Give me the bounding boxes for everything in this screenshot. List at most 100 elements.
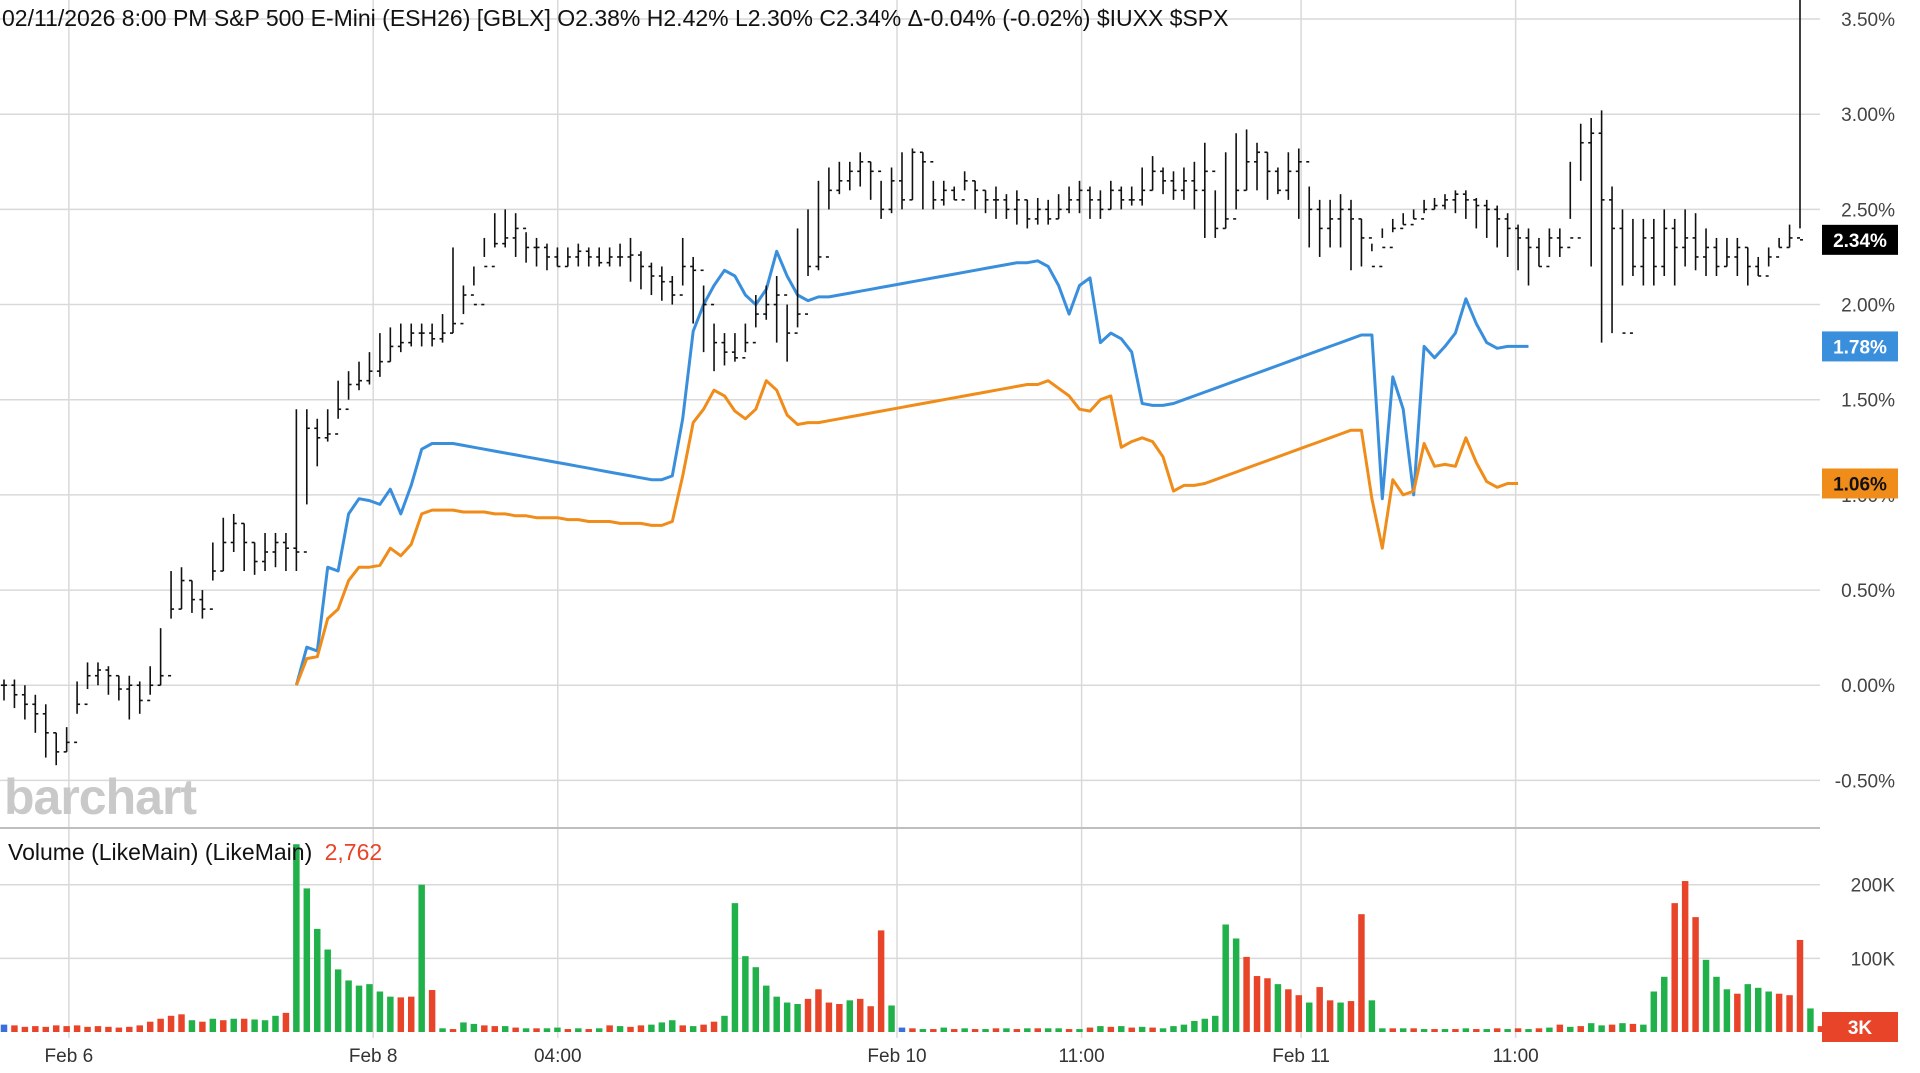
ohlc-bar (846, 161, 853, 191)
ohlc-bar (94, 662, 101, 686)
ohlc-bar (1254, 142, 1261, 191)
y-tick-label: 1.50% (1841, 391, 1895, 412)
ohlc-bar (805, 209, 812, 315)
ohlc-bar (188, 579, 195, 613)
ohlc-bar (1118, 186, 1125, 210)
volume-bar (575, 1028, 582, 1032)
x-tick-label: 11:00 (1493, 1046, 1539, 1067)
ohlc-bar (1295, 148, 1302, 219)
volume-bar (272, 1015, 279, 1032)
ohlc-bar (1348, 199, 1354, 271)
volume-bar (731, 903, 739, 1032)
ohlc-bar (658, 266, 665, 301)
volume-bar (533, 1028, 540, 1032)
volume-bar (1807, 1008, 1814, 1032)
volume-bar (909, 1028, 916, 1032)
volume-bar (293, 844, 300, 1032)
chart-header-quote: 02/11/2026 8:00 PM S&P 500 E-Mini (ESH26… (2, 5, 1229, 31)
volume-bar (94, 1026, 102, 1032)
ohlc-bar (930, 160, 937, 210)
volume-bar (1222, 924, 1229, 1032)
volume-bar (794, 1004, 801, 1032)
volume-bar (1577, 1026, 1584, 1032)
ohlc-bar (1640, 218, 1647, 286)
volume-bar (1316, 987, 1323, 1032)
volume-bar (804, 998, 812, 1032)
ohlc-bar (481, 237, 488, 306)
volume-bar (334, 969, 342, 1032)
volume-bar (1629, 1023, 1637, 1032)
volume-bar (1305, 1002, 1313, 1032)
ohlc-bar (721, 333, 728, 366)
ohlc-bar (418, 323, 425, 347)
volume-bar (1326, 1000, 1334, 1032)
volume-bar (1661, 976, 1668, 1032)
ohlc-bar (1713, 237, 1720, 276)
volume-bar (439, 1028, 446, 1032)
ohlc-bar (992, 186, 999, 219)
ohlc-bar (982, 189, 989, 214)
ohlc-bar (679, 237, 686, 296)
volume-bar (32, 1026, 39, 1032)
volume-bar (1170, 1026, 1177, 1032)
volume-bar (73, 1025, 81, 1032)
ohlc-bar (11, 679, 18, 709)
volume-bar (940, 1027, 948, 1032)
ohlc-bar (1650, 218, 1657, 286)
y-tick-label: 3.50% (1841, 10, 1895, 31)
volume-bar (710, 1021, 718, 1032)
ohlc-bar (199, 590, 206, 619)
ohlc-bar (763, 285, 770, 320)
ohlc-bar (408, 323, 415, 347)
ohlc-bar (1191, 161, 1198, 210)
volume-bar (460, 1022, 467, 1032)
ohlc-bar (126, 675, 133, 720)
volume-bar (1410, 1028, 1417, 1032)
volume-bar (261, 1020, 269, 1032)
ohlc-bar (1107, 180, 1114, 211)
ohlc-bar (105, 666, 112, 695)
badge-iuxx-label: 1.78% (1833, 337, 1887, 358)
ohlc-bar (1671, 218, 1678, 286)
volume-bar (606, 1025, 613, 1032)
ohlc-bar (1776, 237, 1783, 258)
badge-esh26: 2.34% (1822, 224, 1898, 255)
ohlc-bar (1734, 237, 1741, 276)
y-tick-label: 2.50% (1841, 200, 1895, 221)
volume-bar (1681, 881, 1689, 1032)
volume-bar (1107, 1026, 1115, 1032)
volume-bar (773, 996, 780, 1032)
volume-bar (1274, 984, 1282, 1032)
x-tick-label: Feb 11 (1272, 1046, 1330, 1067)
volume-bar (543, 1028, 551, 1032)
ohlc-bar (1421, 199, 1428, 220)
volume-bar (1420, 1029, 1428, 1032)
volume-bar (1024, 1028, 1031, 1032)
volume-bar (669, 1020, 676, 1032)
axes: 3.50%3.00%2.50%2.00%1.50%1.00%0.50%0.00%… (45, 10, 1898, 1067)
volume-bar (199, 1021, 206, 1032)
volume-bar (1452, 1029, 1459, 1032)
ohlc-bar (1201, 142, 1208, 238)
price-ohlc-bars (1, 0, 1803, 766)
ohlc-bar (637, 251, 644, 290)
ohlc-bar (1149, 156, 1156, 192)
volume-bar (1264, 978, 1271, 1032)
ohlc-bar (1452, 190, 1459, 214)
volume-label-text: Volume (LikeMain) (LikeMain) (8, 839, 312, 865)
volume-bar (856, 998, 864, 1032)
volume-bar (595, 1028, 603, 1032)
series-line-iuxx (294, 249, 1529, 686)
volume-bar (1399, 1028, 1407, 1032)
ohlc-bar (1055, 194, 1062, 220)
volume-bar (0, 1024, 8, 1032)
ohlc-bar (1546, 228, 1553, 268)
ohlc-bar (1682, 209, 1689, 267)
ohlc-bar (1473, 197, 1480, 229)
ohlc-bar (815, 180, 822, 271)
badge-iuxx-box (1822, 331, 1898, 362)
volume-bar (21, 1026, 29, 1032)
volume-bar (136, 1025, 143, 1032)
